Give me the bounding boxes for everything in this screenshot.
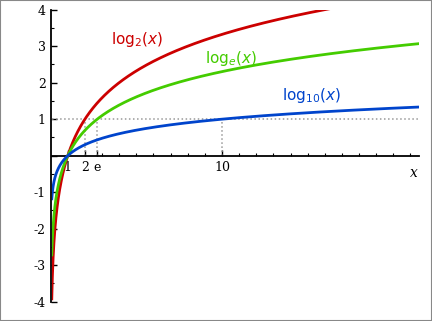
- Text: x: x: [410, 166, 417, 180]
- Text: $\mathregular{log}_{10}(x)$: $\mathregular{log}_{10}(x)$: [282, 86, 341, 105]
- Text: $\mathregular{log}_2(x)$: $\mathregular{log}_2(x)$: [111, 30, 163, 49]
- Text: $\mathregular{log}_e(x)$: $\mathregular{log}_e(x)$: [205, 48, 257, 68]
